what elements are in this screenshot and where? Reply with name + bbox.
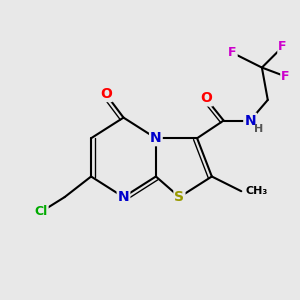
Text: F: F: [228, 46, 237, 59]
Text: O: O: [100, 87, 112, 101]
Text: N: N: [118, 190, 129, 204]
Text: N: N: [244, 114, 256, 128]
Text: Cl: Cl: [34, 205, 48, 218]
Text: F: F: [278, 40, 287, 53]
Text: N: N: [150, 131, 162, 145]
Text: CH₃: CH₃: [246, 186, 268, 196]
Text: H: H: [254, 124, 263, 134]
Text: F: F: [281, 70, 290, 83]
Text: O: O: [200, 92, 212, 106]
Text: S: S: [174, 190, 184, 204]
